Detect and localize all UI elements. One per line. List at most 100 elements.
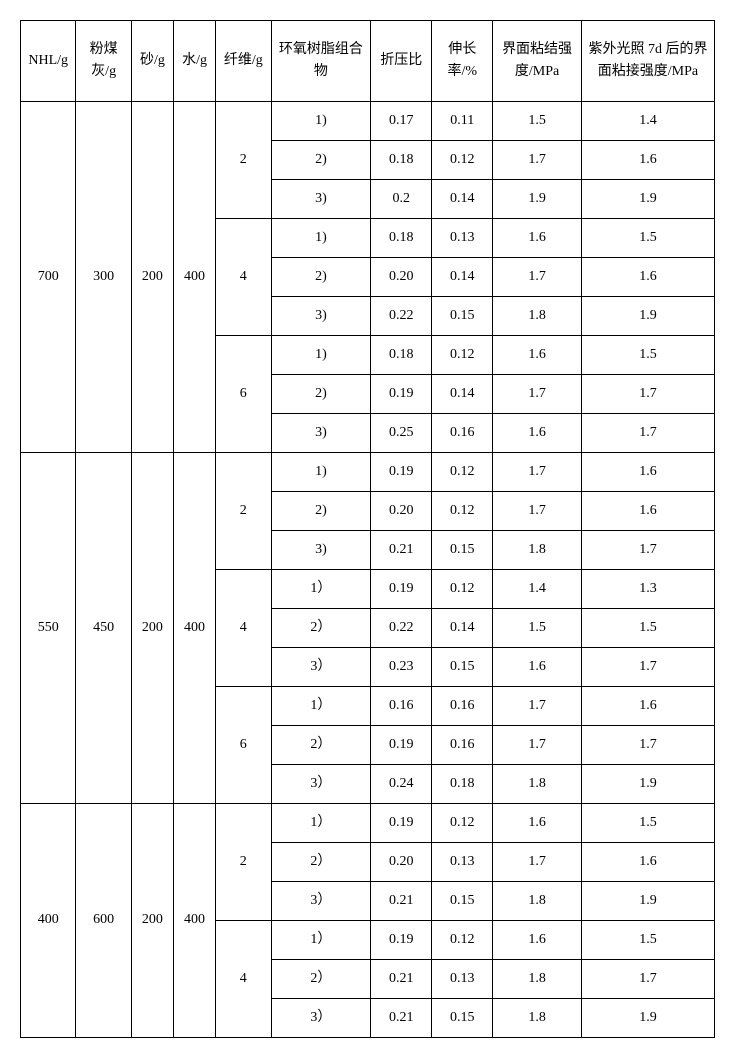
cell-shen: 0.12 (432, 804, 493, 843)
cell-jie: 1.8 (493, 765, 582, 804)
cell-shen: 0.12 (432, 570, 493, 609)
cell-sha: 200 (131, 804, 173, 1038)
cell-shen: 0.15 (432, 882, 493, 921)
cell-shen: 0.11 (432, 102, 493, 141)
cell-jie: 1.6 (493, 336, 582, 375)
cell-ziwai: 1.9 (581, 999, 714, 1038)
cell-epoxy: 2） (271, 609, 371, 648)
cell-sha: 200 (131, 453, 173, 804)
cell-shen: 0.12 (432, 492, 493, 531)
cell-ziwai: 1.7 (581, 414, 714, 453)
cell-sha: 200 (131, 102, 173, 453)
cell-epoxy: 3） (271, 765, 371, 804)
cell-nhl: 400 (21, 804, 76, 1038)
cell-epoxy: 3） (271, 648, 371, 687)
cell-shen: 0.14 (432, 375, 493, 414)
cell-epoxy: 3） (271, 882, 371, 921)
cell-epoxy: 2) (271, 141, 371, 180)
table-row: 70030020040021)0.170.111.51.4 (21, 102, 715, 141)
cell-zhe: 0.18 (371, 219, 432, 258)
col-xian: 纤维/g (216, 21, 271, 102)
cell-ziwai: 1.6 (581, 258, 714, 297)
cell-epoxy: 1) (271, 453, 371, 492)
cell-ziwai: 1.6 (581, 141, 714, 180)
cell-epoxy: 1） (271, 921, 371, 960)
cell-zhe: 0.19 (371, 921, 432, 960)
cell-jie: 1.5 (493, 102, 582, 141)
cell-jie: 1.7 (493, 375, 582, 414)
cell-fiber: 6 (216, 687, 271, 804)
cell-jie: 1.6 (493, 921, 582, 960)
cell-zhe: 0.21 (371, 531, 432, 570)
cell-epoxy: 1) (271, 336, 371, 375)
cell-shen: 0.13 (432, 219, 493, 258)
cell-ziwai: 1.5 (581, 804, 714, 843)
cell-shen: 0.18 (432, 765, 493, 804)
cell-jie: 1.7 (493, 843, 582, 882)
cell-ziwai: 1.5 (581, 219, 714, 258)
cell-epoxy: 2） (271, 843, 371, 882)
cell-fiber: 4 (216, 921, 271, 1038)
col-jie: 界面粘结强度/MPa (493, 21, 582, 102)
cell-fiber: 2 (216, 804, 271, 921)
cell-zhe: 0.21 (371, 999, 432, 1038)
cell-zhe: 0.21 (371, 882, 432, 921)
cell-epoxy: 1） (271, 687, 371, 726)
cell-shen: 0.15 (432, 297, 493, 336)
cell-ziwai: 1.7 (581, 531, 714, 570)
cell-zhe: 0.19 (371, 453, 432, 492)
cell-epoxy: 3) (271, 414, 371, 453)
cell-zhe: 0.23 (371, 648, 432, 687)
cell-jie: 1.6 (493, 804, 582, 843)
cell-jie: 1.8 (493, 999, 582, 1038)
cell-shen: 0.15 (432, 999, 493, 1038)
col-huan: 环氧树脂组合物 (271, 21, 371, 102)
cell-jie: 1.8 (493, 297, 582, 336)
cell-zhe: 0.21 (371, 960, 432, 999)
cell-ziwai: 1.5 (581, 609, 714, 648)
cell-shen: 0.16 (432, 726, 493, 765)
cell-jie: 1.7 (493, 726, 582, 765)
cell-zhe: 0.19 (371, 375, 432, 414)
cell-shen: 0.12 (432, 141, 493, 180)
cell-epoxy: 2） (271, 960, 371, 999)
cell-fen: 450 (76, 453, 131, 804)
cell-zhe: 0.24 (371, 765, 432, 804)
cell-shen: 0.14 (432, 258, 493, 297)
cell-zhe: 0.18 (371, 141, 432, 180)
cell-epoxy: 1) (271, 102, 371, 141)
table-row: 40060020040021）0.190.121.61.5 (21, 804, 715, 843)
col-fen: 粉煤灰/g (76, 21, 131, 102)
cell-jie: 1.7 (493, 258, 582, 297)
cell-epoxy: 3） (271, 999, 371, 1038)
cell-shen: 0.15 (432, 648, 493, 687)
cell-ziwai: 1.9 (581, 765, 714, 804)
cell-fiber: 2 (216, 102, 271, 219)
cell-jie: 1.7 (493, 687, 582, 726)
cell-zhe: 0.17 (371, 102, 432, 141)
cell-jie: 1.7 (493, 141, 582, 180)
cell-shen: 0.16 (432, 414, 493, 453)
cell-zhe: 0.2 (371, 180, 432, 219)
cell-ziwai: 1.9 (581, 882, 714, 921)
cell-nhl: 550 (21, 453, 76, 804)
cell-ziwai: 1.6 (581, 453, 714, 492)
cell-zhe: 0.22 (371, 297, 432, 336)
cell-jie: 1.8 (493, 531, 582, 570)
cell-epoxy: 1） (271, 570, 371, 609)
cell-ziwai: 1.9 (581, 297, 714, 336)
cell-zhe: 0.22 (371, 609, 432, 648)
cell-jie: 1.6 (493, 414, 582, 453)
cell-jie: 1.6 (493, 648, 582, 687)
cell-epoxy: 3) (271, 180, 371, 219)
cell-epoxy: 1） (271, 804, 371, 843)
cell-fiber: 4 (216, 570, 271, 687)
cell-ziwai: 1.7 (581, 726, 714, 765)
cell-shen: 0.14 (432, 180, 493, 219)
cell-ziwai: 1.5 (581, 336, 714, 375)
cell-epoxy: 1) (271, 219, 371, 258)
table-body: 70030020040021)0.170.111.51.42)0.180.121… (21, 102, 715, 1038)
cell-ziwai: 1.6 (581, 843, 714, 882)
col-nhl: NHL/g (21, 21, 76, 102)
cell-zhe: 0.25 (371, 414, 432, 453)
